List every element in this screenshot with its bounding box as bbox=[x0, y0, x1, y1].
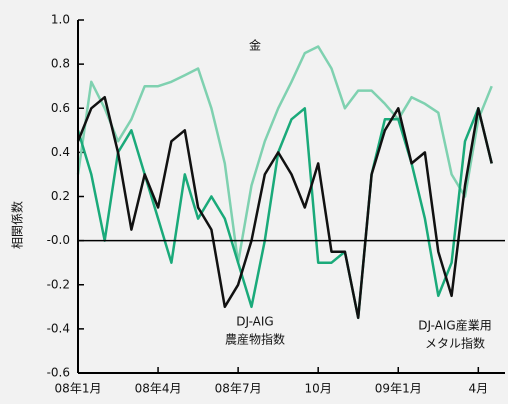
series-annotation: 金 bbox=[249, 38, 261, 53]
y-tick-label: 0.4 bbox=[51, 145, 70, 159]
y-axis-label: 相関係数 bbox=[10, 201, 25, 249]
series-line bbox=[76, 107, 493, 320]
series-annotation: DJ-AIG産業用 bbox=[418, 318, 491, 333]
x-tick-label: 4月 bbox=[468, 382, 488, 396]
x-tick-label: 10月 bbox=[305, 382, 332, 396]
y-tick-label: -0.6 bbox=[47, 366, 70, 380]
y-tick-label: -0.2 bbox=[47, 277, 70, 291]
y-tick-label: -0.0 bbox=[47, 233, 70, 247]
y-tick-label: 0.6 bbox=[51, 101, 70, 115]
series-annotation: メタル指数 bbox=[425, 336, 485, 351]
x-tick-label: 08年4月 bbox=[135, 382, 182, 396]
x-tick-label: 09年1月 bbox=[375, 382, 422, 396]
y-tick-label: 0.2 bbox=[51, 189, 70, 203]
y-tick-label: 1.0 bbox=[51, 13, 70, 27]
series-annotation: 農産物指数 bbox=[225, 332, 285, 347]
y-tick-label: -0.4 bbox=[47, 321, 70, 335]
series-line bbox=[76, 45, 493, 264]
y-tick-label: 0.8 bbox=[51, 57, 70, 71]
series-line bbox=[76, 95, 493, 320]
series-annotation: DJ-AIG bbox=[236, 315, 273, 329]
x-tick-label: 08年1月 bbox=[55, 382, 102, 396]
x-tick-label: 08年7月 bbox=[215, 382, 262, 396]
